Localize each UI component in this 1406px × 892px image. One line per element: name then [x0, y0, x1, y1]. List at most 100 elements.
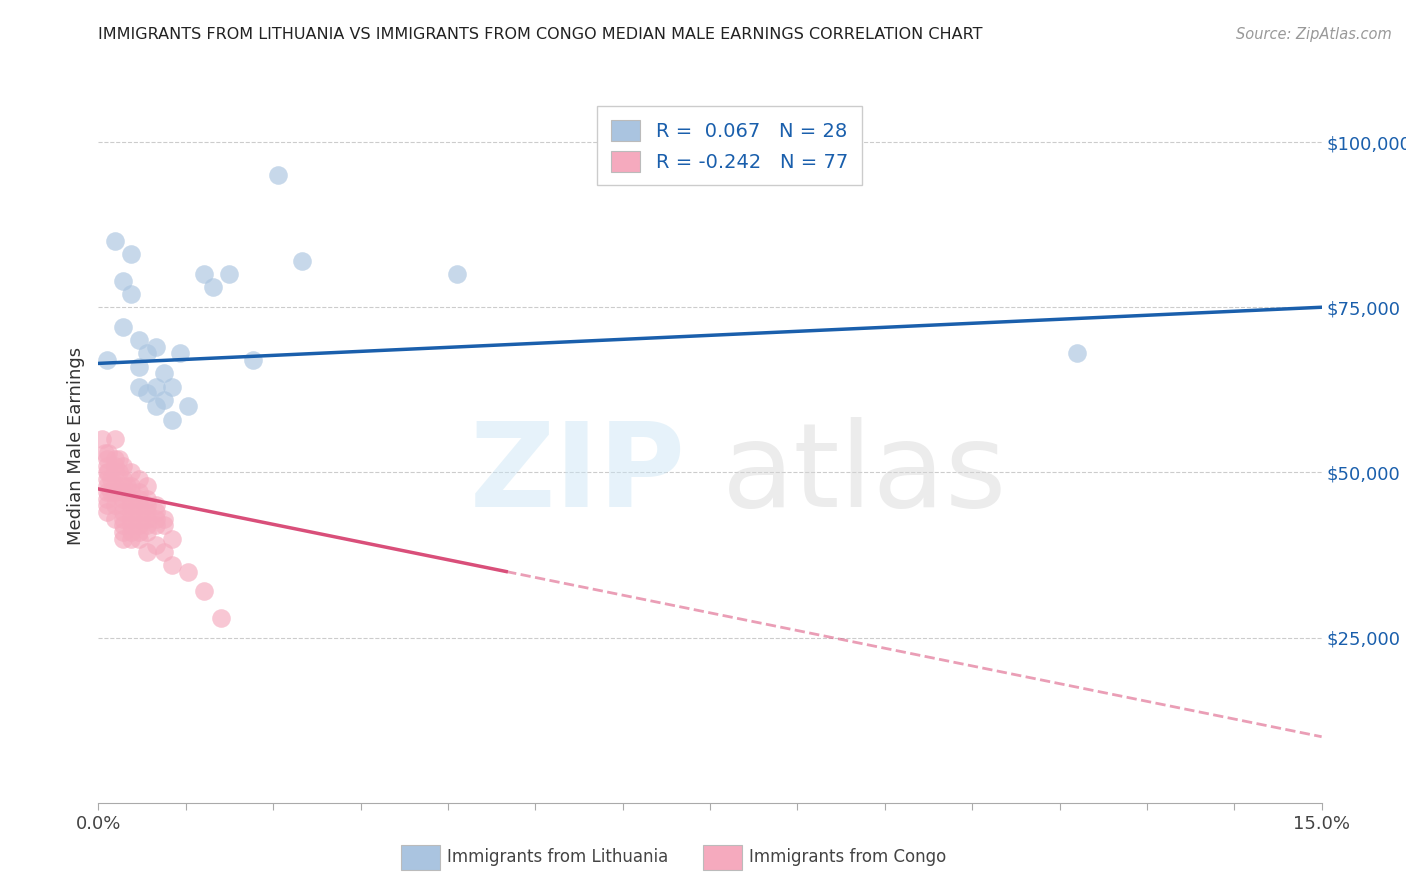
Point: [104, 511, 127, 525]
Point: [145, 518, 167, 533]
Point: [145, 499, 167, 513]
Point: [111, 485, 134, 500]
Point: [104, 458, 127, 473]
Point: [96, 485, 118, 500]
Point: [152, 392, 174, 407]
Point: [120, 478, 142, 492]
Point: [111, 320, 134, 334]
Point: [128, 505, 150, 519]
Point: [136, 491, 159, 506]
Point: [120, 466, 142, 480]
Point: [120, 518, 142, 533]
Point: [136, 478, 159, 492]
Point: [152, 511, 174, 525]
Point: [145, 340, 167, 354]
Point: [96, 499, 118, 513]
Point: [111, 518, 134, 533]
Point: [120, 485, 142, 500]
Point: [128, 499, 150, 513]
Point: [104, 499, 127, 513]
Point: [96, 458, 118, 473]
Point: [100, 472, 122, 486]
Point: [177, 565, 200, 579]
Point: [120, 247, 142, 261]
Point: [136, 505, 159, 519]
Point: [120, 505, 142, 519]
Point: [136, 518, 159, 533]
Point: [94, 445, 117, 459]
Point: [160, 558, 183, 572]
Point: [108, 466, 131, 480]
Point: [115, 478, 138, 492]
Point: [201, 280, 224, 294]
Point: [111, 524, 134, 539]
Point: [96, 452, 118, 467]
Point: [96, 478, 118, 492]
Point: [104, 466, 127, 480]
Point: [120, 532, 142, 546]
Point: [104, 485, 127, 500]
Point: [1066, 346, 1088, 360]
Point: [111, 491, 134, 506]
Point: [152, 518, 174, 533]
Point: [128, 333, 150, 347]
Point: [152, 367, 174, 381]
Point: [291, 254, 314, 268]
Text: Immigrants from Lithuania: Immigrants from Lithuania: [447, 848, 668, 866]
Point: [145, 511, 167, 525]
Point: [209, 611, 232, 625]
Point: [120, 524, 142, 539]
Text: IMMIGRANTS FROM LITHUANIA VS IMMIGRANTS FROM CONGO MEDIAN MALE EARNINGS CORRELAT: IMMIGRANTS FROM LITHUANIA VS IMMIGRANTS …: [98, 27, 983, 42]
Point: [218, 267, 240, 281]
Point: [104, 452, 127, 467]
Y-axis label: Median Male Earnings: Median Male Earnings: [67, 347, 86, 545]
Point: [193, 584, 215, 599]
Point: [145, 379, 167, 393]
Point: [111, 472, 134, 486]
Point: [160, 532, 183, 546]
Point: [120, 491, 142, 506]
Point: [136, 499, 159, 513]
Point: [111, 274, 134, 288]
Point: [267, 168, 290, 182]
Point: [97, 466, 120, 480]
Point: [136, 545, 159, 559]
Point: [96, 466, 118, 480]
Point: [96, 491, 118, 506]
Point: [128, 491, 150, 506]
Point: [96, 472, 118, 486]
Point: [104, 478, 127, 492]
Point: [120, 511, 142, 525]
Point: [128, 524, 150, 539]
Text: Immigrants from Congo: Immigrants from Congo: [749, 848, 946, 866]
Point: [104, 433, 127, 447]
Point: [97, 445, 120, 459]
Point: [160, 412, 183, 426]
Point: [169, 346, 191, 360]
Point: [446, 267, 468, 281]
Point: [145, 505, 167, 519]
Point: [120, 287, 142, 301]
Point: [136, 511, 159, 525]
Point: [100, 485, 122, 500]
Point: [177, 400, 200, 414]
Point: [111, 532, 134, 546]
Point: [128, 359, 150, 374]
Point: [128, 518, 150, 533]
Text: Source: ZipAtlas.com: Source: ZipAtlas.com: [1236, 27, 1392, 42]
Point: [145, 400, 167, 414]
Point: [111, 458, 134, 473]
Point: [136, 524, 159, 539]
Point: [128, 379, 150, 393]
Point: [128, 485, 150, 500]
Point: [111, 478, 134, 492]
Point: [136, 386, 159, 401]
Point: [242, 353, 264, 368]
Point: [128, 511, 150, 525]
Point: [96, 353, 118, 368]
Point: [96, 505, 118, 519]
Point: [111, 505, 134, 519]
Text: ZIP: ZIP: [470, 417, 686, 532]
Point: [111, 499, 134, 513]
Point: [128, 532, 150, 546]
